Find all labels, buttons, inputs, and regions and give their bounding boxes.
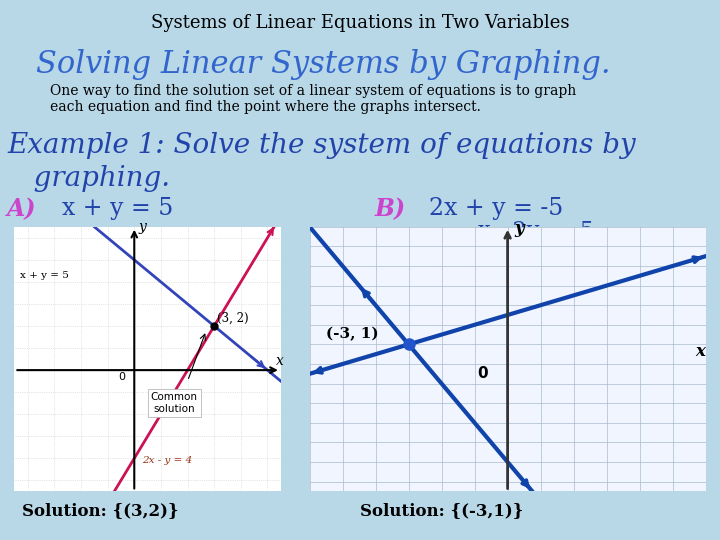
Text: graphing.: graphing.	[7, 165, 171, 192]
Text: B): B)	[374, 197, 405, 221]
Text: 2x + y = -5: 2x + y = -5	[414, 197, 563, 220]
Text: Solution: {(-3,1)}: Solution: {(-3,1)}	[360, 502, 523, 519]
Text: x: x	[276, 354, 284, 368]
Text: A): A)	[7, 197, 37, 221]
Text: Solving Linear Systems by Graphing.: Solving Linear Systems by Graphing.	[36, 49, 611, 79]
Text: x - 2y = -5: x - 2y = -5	[414, 220, 594, 242]
Text: Common
solution: Common solution	[150, 393, 198, 414]
Text: y: y	[138, 220, 146, 234]
Text: x + y = 5: x + y = 5	[47, 197, 173, 220]
Text: One way to find the solution set of a linear system of equations is to graph
eac: One way to find the solution set of a li…	[50, 84, 577, 114]
Text: (3, 2): (3, 2)	[217, 312, 248, 325]
Text: x + y = 5: x + y = 5	[19, 271, 68, 280]
Text: 0: 0	[477, 366, 488, 381]
Text: Systems of Linear Equations in Two Variables: Systems of Linear Equations in Two Varia…	[150, 14, 570, 31]
Text: 0: 0	[118, 372, 125, 382]
Text: Example 1: Solve the system of equations by: Example 1: Solve the system of equations…	[7, 132, 636, 159]
Text: Solution: {(3,2)}: Solution: {(3,2)}	[22, 502, 179, 519]
Text: 2x - y = 4: 2x - y = 4	[143, 456, 192, 465]
Text: y: y	[514, 220, 524, 237]
Text: x: x	[696, 343, 706, 360]
Text: (-3, 1): (-3, 1)	[326, 327, 379, 341]
